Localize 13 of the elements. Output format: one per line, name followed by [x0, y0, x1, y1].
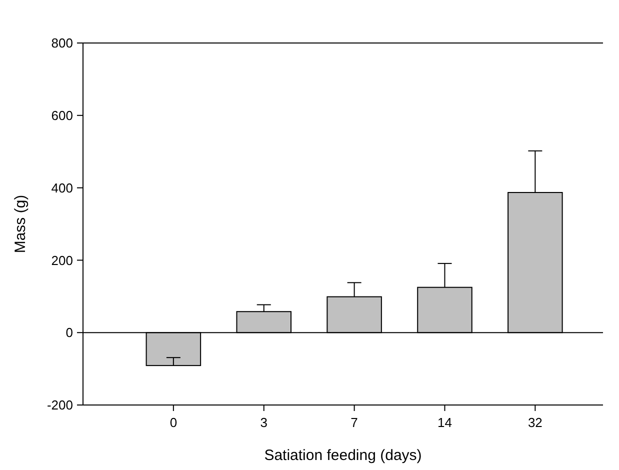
y-tick-label: 400 [51, 180, 73, 196]
y-tick-label: 800 [51, 36, 73, 51]
x-axis-title: Satiation feeding (days) [264, 447, 422, 464]
y-tick-label: 600 [51, 108, 73, 123]
y-tick-label: 200 [51, 252, 73, 268]
x-tick-label: 3 [260, 415, 268, 430]
x-tick-label: 0 [170, 415, 178, 430]
x-tick-label: 7 [350, 415, 358, 430]
y-axis-title: Mass (g) [12, 194, 29, 254]
y-tick-label: -200 [46, 398, 73, 413]
y-tick-label: 0 [66, 325, 73, 340]
x-tick-label: 14 [438, 415, 452, 430]
x-tick-label: 32 [528, 415, 542, 430]
